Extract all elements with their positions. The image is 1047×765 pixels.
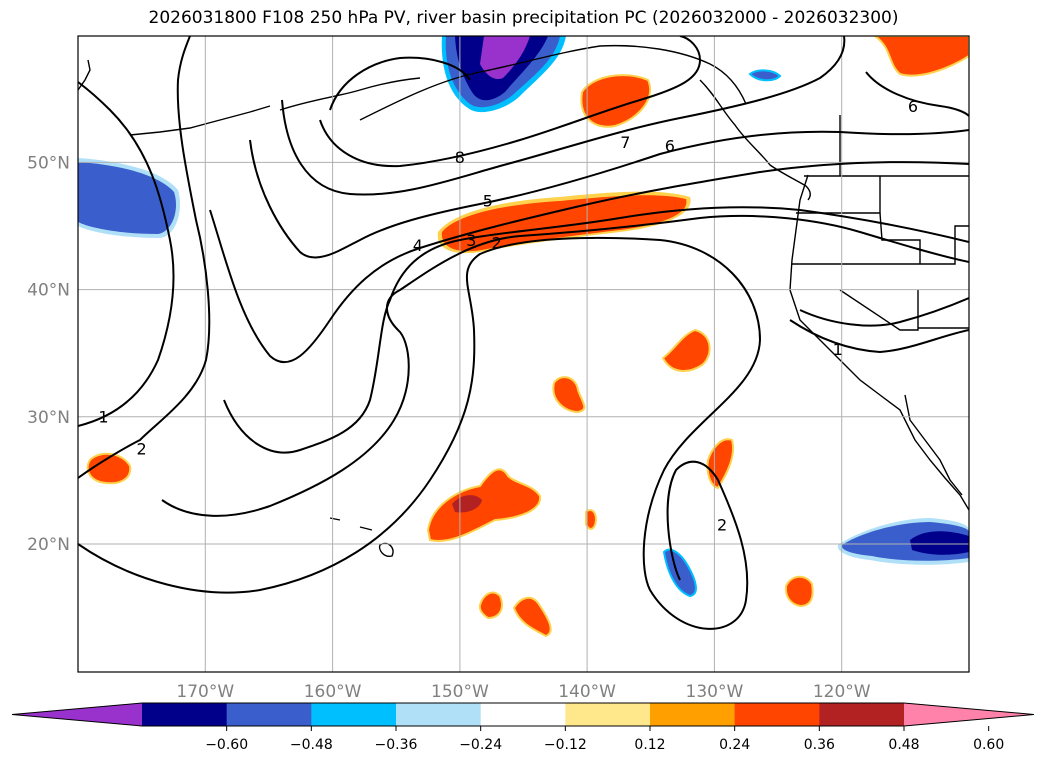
map-frame xyxy=(77,35,970,673)
colorbar-segment xyxy=(142,703,228,726)
colorbar-tick-label: −0.12 xyxy=(544,737,587,753)
precip-shading xyxy=(78,36,969,638)
contour-label: 8 xyxy=(455,148,465,167)
contour-label: 2 xyxy=(137,439,147,458)
precip-blob-positive xyxy=(426,468,542,542)
colorbar-extend-low xyxy=(12,703,142,726)
colorbar-outline xyxy=(11,702,1035,727)
bc-coast xyxy=(699,79,811,201)
colorbar-tick-label: −0.36 xyxy=(375,737,418,753)
precip-blob-positive xyxy=(661,328,711,372)
lat-label: 40°N xyxy=(27,281,70,301)
contour-label: 7 xyxy=(620,133,630,152)
pv-contour-2 xyxy=(78,36,211,479)
plot-title: 2026031800 F108 250 hPa PV, river basin … xyxy=(148,8,899,28)
contour-label: 1 xyxy=(98,408,108,427)
colorbar-tick-label: 0.48 xyxy=(888,737,919,753)
lat-label: 30°N xyxy=(27,408,70,428)
coastlines xyxy=(78,44,969,558)
contour-label: 5 xyxy=(483,191,493,210)
precip-blob-positive xyxy=(86,452,132,485)
pv-contour-4 xyxy=(223,206,969,454)
pv-contour-2-ca xyxy=(799,297,969,327)
pv-contours xyxy=(78,36,969,630)
precip-blob-positive xyxy=(512,596,552,638)
precip-blob-negative xyxy=(78,162,177,234)
precip-core-strong-neg xyxy=(910,531,969,555)
precip-core-max-neg xyxy=(480,36,530,80)
colorbar-segment xyxy=(480,703,566,726)
colorbar-segment xyxy=(311,703,397,726)
pv-contour-1-ca xyxy=(789,319,969,354)
precip-blob-negative xyxy=(662,548,697,598)
state-border xyxy=(792,225,969,265)
contour-label: 2 xyxy=(717,516,727,535)
colorbar-segment xyxy=(565,703,651,726)
lon-label: 120°W xyxy=(813,682,871,702)
colorbar-segment xyxy=(226,703,312,726)
lon-label: 130°W xyxy=(686,682,744,702)
colorbar-tick-label: 0.60 xyxy=(973,737,1004,753)
precip-band-core xyxy=(441,195,687,252)
precip-blob-positive xyxy=(784,575,814,608)
pv-contour-6-ne xyxy=(865,71,969,117)
lon-label: 150°W xyxy=(431,682,489,702)
precip-blob-positive xyxy=(478,591,503,620)
pv-contour-5 xyxy=(209,161,969,364)
contour-label: 6 xyxy=(908,97,918,116)
colorbar-tick-label: 0.24 xyxy=(719,737,750,753)
precip-blob-positive xyxy=(585,509,598,530)
colorbar-segment xyxy=(650,703,736,726)
pv-contour-3 xyxy=(161,214,969,517)
contour-label: 6 xyxy=(665,137,675,156)
lat-label: 20°N xyxy=(27,535,70,555)
baja-coast xyxy=(904,394,963,496)
precip-blob-positive xyxy=(873,36,969,77)
pv-contour-8 xyxy=(319,36,702,168)
colorbar: −0.60 −0.48 −0.36 −0.24 −0.12 0.12 0.24 0.36 0.4… xyxy=(11,702,1035,753)
colorbar-tick-label: −0.60 xyxy=(205,737,248,753)
state-border xyxy=(879,212,921,264)
alaska-coast xyxy=(359,44,747,121)
lat-labels: 50°N 40°N 30°N 20°N xyxy=(27,153,70,555)
contour-label: 4 xyxy=(413,236,423,255)
pv-contour-8-closed xyxy=(329,56,471,111)
colorbar-segment xyxy=(734,703,820,726)
colorbar-tick-label: 0.12 xyxy=(634,737,665,753)
pv-contour-2b xyxy=(78,236,762,630)
pv-contour-1 xyxy=(78,81,175,427)
lon-label: 170°W xyxy=(176,682,234,702)
colorbar-segment xyxy=(819,703,905,726)
precip-blob-positive xyxy=(706,438,734,490)
colorbar-tick-label: −0.48 xyxy=(290,737,333,753)
lon-label: 140°W xyxy=(558,682,616,702)
colorbar-tick-label: 0.36 xyxy=(804,737,835,753)
state-border xyxy=(839,289,919,331)
precip-blob-positive xyxy=(552,376,586,414)
alaska-coast-south xyxy=(279,77,421,111)
contour-label: 3 xyxy=(466,231,476,250)
lat-label: 50°N xyxy=(27,153,70,173)
colorbar-segment xyxy=(396,703,482,726)
lon-labels: 170°W 160°W 150°W 140°W 130°W 120°W xyxy=(176,682,870,702)
contour-label: 1 xyxy=(833,340,843,359)
colorbar-extend-high xyxy=(904,703,1034,726)
lon-label: 160°W xyxy=(304,682,362,702)
contour-label: 2 xyxy=(492,233,502,252)
precip-blob-negative xyxy=(748,69,782,82)
pv-contour-7 xyxy=(281,36,846,196)
pv-contour-6 xyxy=(249,129,969,259)
colorbar-tick-label: −0.24 xyxy=(459,737,502,753)
west-coast xyxy=(789,174,969,511)
